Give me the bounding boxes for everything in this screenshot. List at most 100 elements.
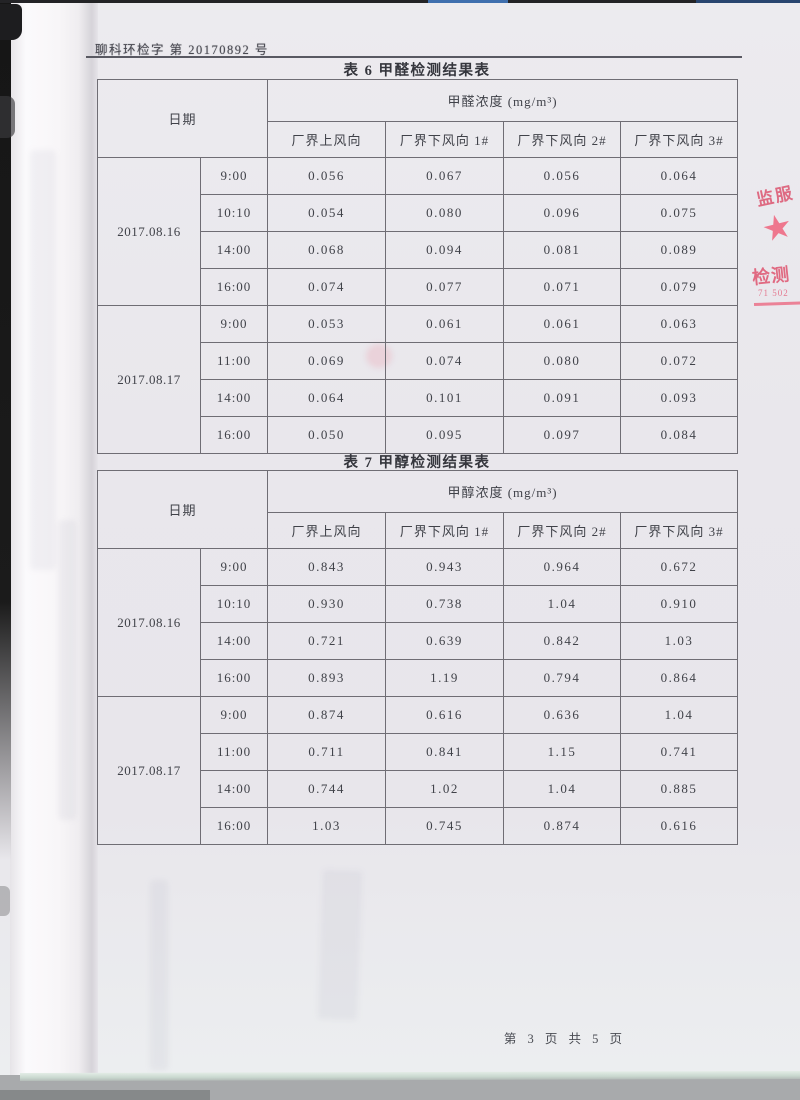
scanner-edge-highlight xyxy=(696,0,800,3)
value-cell: 0.636 xyxy=(503,696,622,734)
time-cell: 10:10 xyxy=(199,194,269,232)
scan-artifact xyxy=(0,886,10,916)
value-cell: 0.077 xyxy=(385,268,505,306)
table-header-row: 日期 甲醛浓度 (mg/m³) xyxy=(96,79,739,158)
value-cell: 0.711 xyxy=(267,733,387,771)
table-row: 14:00 0.744 1.02 1.04 0.885 xyxy=(98,770,739,808)
time-cell: 9:00 xyxy=(199,548,269,586)
stamp-text: 检测 xyxy=(751,264,792,288)
value-cell: 0.096 xyxy=(503,194,622,232)
scan-artifact xyxy=(0,4,22,40)
red-stamp: 监服 ★ 检测 71 502 xyxy=(751,180,800,315)
star-icon: ★ xyxy=(758,206,797,251)
date-header-cell: 日期 xyxy=(96,79,269,158)
column-header: 厂界下风向 3# xyxy=(620,512,739,549)
value-cell: 0.069 xyxy=(267,342,387,380)
value-cell: 0.095 xyxy=(385,416,505,454)
value-cell: 0.738 xyxy=(385,585,505,623)
value-cell: 0.943 xyxy=(385,548,505,586)
value-cell: 0.639 xyxy=(385,622,505,660)
value-cell: 0.616 xyxy=(385,696,505,734)
value-cell: 0.842 xyxy=(503,622,622,660)
value-cell: 0.910 xyxy=(620,585,739,623)
value-cell: 0.053 xyxy=(267,305,387,343)
value-cell: 1.04 xyxy=(503,585,622,623)
table-header-row: 日期 甲醇浓度 (mg/m³) xyxy=(96,470,739,549)
column-header: 厂界下风向 2# xyxy=(503,121,622,158)
value-cell: 0.061 xyxy=(385,305,505,343)
unit-header-cell: 甲醇浓度 (mg/m³) xyxy=(267,470,739,513)
value-cell: 1.19 xyxy=(385,659,505,697)
value-cell: 0.101 xyxy=(385,379,505,417)
unit-header-cell: 甲醛浓度 (mg/m³) xyxy=(267,79,739,122)
value-cell: 0.843 xyxy=(267,548,387,586)
table-row: 16:00 0.074 0.077 0.071 0.079 xyxy=(98,268,739,306)
value-cell: 0.074 xyxy=(267,268,387,306)
value-cell: 0.744 xyxy=(267,770,387,808)
scan-artifact xyxy=(0,96,15,138)
stamp-border-line xyxy=(753,300,800,307)
value-cell: 1.04 xyxy=(503,770,622,808)
table-row: 2017.08.16 9:00 0.056 0.067 0.056 0.064 xyxy=(97,157,739,306)
table-row: 16:00 0.050 0.095 0.097 0.084 xyxy=(98,416,739,454)
table-row: 14:00 0.064 0.101 0.091 0.093 xyxy=(98,379,739,417)
header-rule xyxy=(86,56,742,58)
table7-title: 表 7 甲醇检测结果表 xyxy=(343,455,491,471)
table-row: 2017.08.17 9:00 0.874 0.616 0.636 1.04 xyxy=(97,696,739,845)
value-cell: 0.056 xyxy=(267,157,387,195)
value-cell: 0.721 xyxy=(267,622,387,660)
value-cell: 1.03 xyxy=(620,622,739,660)
table-methanol: 日期 甲醇浓度 (mg/m³) 厂界上风向 厂界下风向 1# 厂界下风向 2# … xyxy=(96,470,739,845)
value-cell: 0.093 xyxy=(620,379,739,417)
value-cell: 0.068 xyxy=(267,231,387,269)
scan-artifact xyxy=(0,1090,210,1100)
table-formaldehyde: 日期 甲醛浓度 (mg/m³) 厂界上风向 厂界下风向 1# 厂界下风向 2# … xyxy=(96,79,739,454)
value-cell: 0.075 xyxy=(620,194,739,232)
column-header: 厂界下风向 2# xyxy=(503,512,622,549)
value-cell: 0.089 xyxy=(620,231,739,269)
time-cell: 16:00 xyxy=(199,659,269,697)
time-cell: 14:00 xyxy=(199,231,269,269)
time-cell: 9:00 xyxy=(199,696,269,734)
stamp-serial: 71 502 xyxy=(758,288,789,298)
table-row: 10:10 0.054 0.080 0.096 0.075 xyxy=(98,194,739,232)
value-cell: 0.063 xyxy=(620,305,739,343)
time-cell: 14:00 xyxy=(199,770,269,808)
value-cell: 0.050 xyxy=(267,416,387,454)
column-header: 厂界下风向 3# xyxy=(620,121,739,158)
value-cell: 0.071 xyxy=(503,268,622,306)
time-cell: 14:00 xyxy=(199,379,269,417)
time-cell: 16:00 xyxy=(199,268,269,306)
time-cell: 16:00 xyxy=(199,416,269,454)
date-cell: 2017.08.17 xyxy=(97,696,201,845)
scanner-edge xyxy=(0,0,800,3)
value-cell: 0.079 xyxy=(620,268,739,306)
value-cell: 0.072 xyxy=(620,342,739,380)
value-cell: 0.964 xyxy=(503,548,622,586)
stamp-text: 监服 xyxy=(754,183,796,210)
column-header: 厂界上风向 xyxy=(267,121,387,158)
time-cell: 9:00 xyxy=(199,305,269,343)
binding-shadow xyxy=(0,0,11,860)
time-cell: 9:00 xyxy=(199,157,269,195)
value-cell: 1.15 xyxy=(503,733,622,771)
column-header: 厂界下风向 1# xyxy=(385,512,505,549)
value-cell: 0.094 xyxy=(385,231,505,269)
bleed-through xyxy=(150,880,168,1070)
column-header: 厂界上风向 xyxy=(267,512,387,549)
bleed-through xyxy=(317,869,363,1021)
value-cell: 0.893 xyxy=(267,659,387,697)
value-cell: 0.084 xyxy=(620,416,739,454)
value-cell: 0.064 xyxy=(620,157,739,195)
date-cell: 2017.08.16 xyxy=(97,157,201,306)
time-cell: 14:00 xyxy=(199,622,269,660)
table-row: 16:00 0.893 1.19 0.794 0.864 xyxy=(98,659,739,697)
value-cell: 0.081 xyxy=(503,231,622,269)
paper-bottom-edge xyxy=(20,1070,800,1082)
column-header: 厂界下风向 1# xyxy=(385,121,505,158)
value-cell: 0.841 xyxy=(385,733,505,771)
bleed-through xyxy=(30,150,56,570)
table-row: 16:00 1.03 0.745 0.874 0.616 xyxy=(98,807,739,845)
table-subheader-row: 厂界上风向 厂界下风向 1# 厂界下风向 2# 厂界下风向 3# xyxy=(98,512,739,549)
